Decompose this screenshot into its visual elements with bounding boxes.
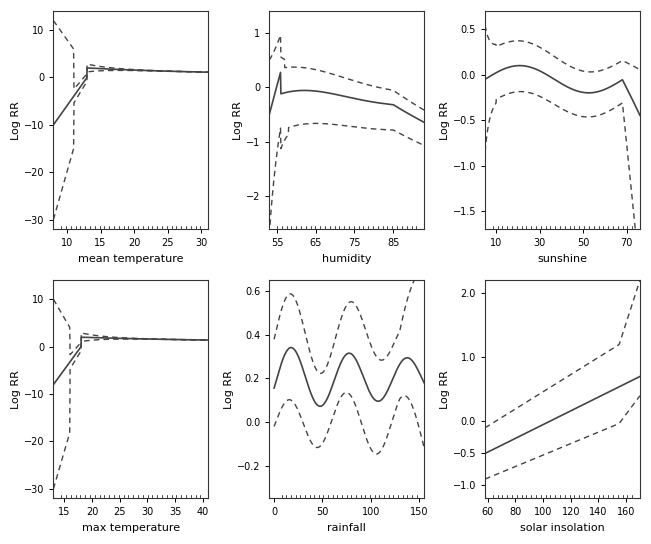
X-axis label: max temperature: max temperature xyxy=(82,523,180,533)
X-axis label: solar insolation: solar insolation xyxy=(520,523,605,533)
Y-axis label: Log RR: Log RR xyxy=(440,101,450,139)
Y-axis label: Log RR: Log RR xyxy=(233,101,243,139)
X-axis label: humidity: humidity xyxy=(322,254,372,264)
Y-axis label: Log RR: Log RR xyxy=(11,370,21,409)
Y-axis label: Log RR: Log RR xyxy=(11,101,21,139)
X-axis label: rainfall: rainfall xyxy=(327,523,366,533)
X-axis label: mean temperature: mean temperature xyxy=(78,254,184,264)
Y-axis label: Log RR: Log RR xyxy=(224,370,234,409)
X-axis label: sunshine: sunshine xyxy=(538,254,587,264)
Y-axis label: Log RR: Log RR xyxy=(440,370,450,409)
